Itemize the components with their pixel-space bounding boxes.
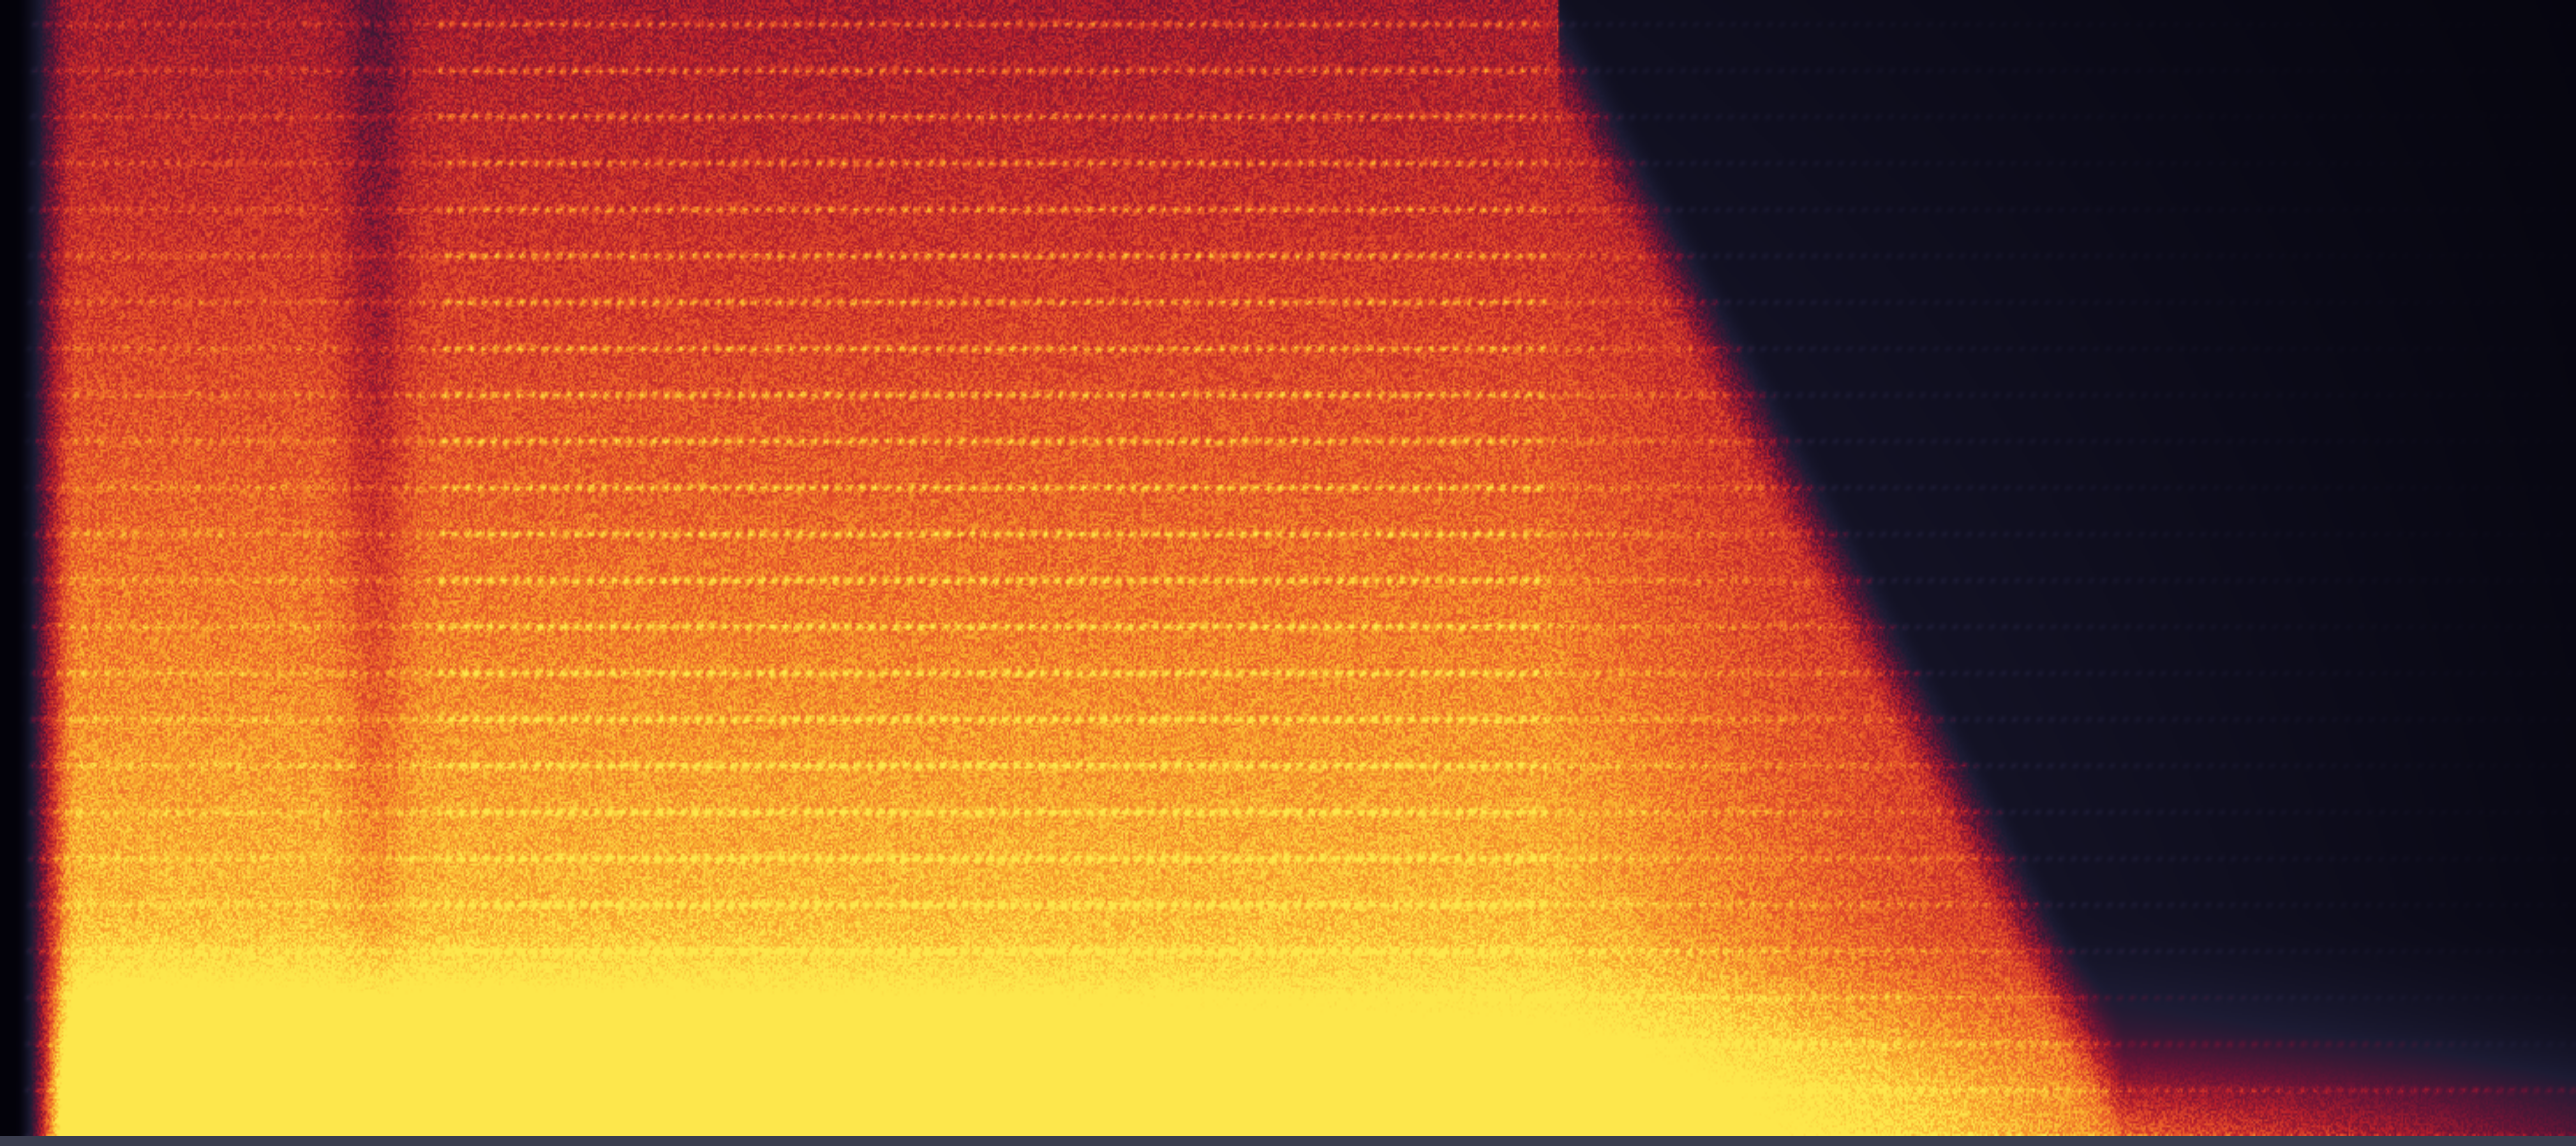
time-axis-strip [0,1136,2576,1146]
